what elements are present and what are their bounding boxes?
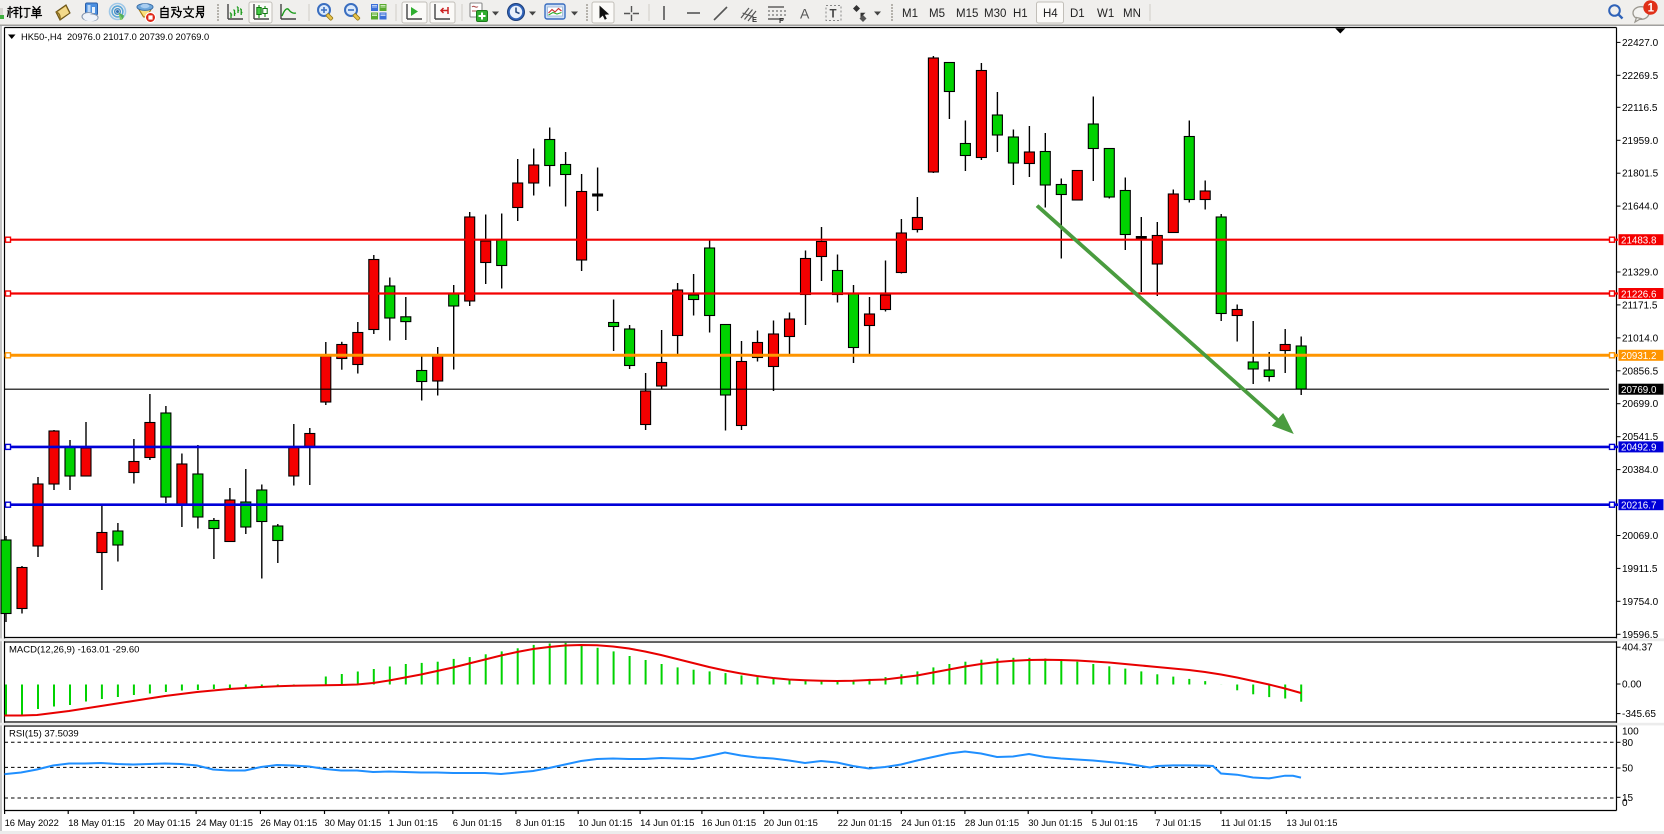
svg-text:19911.5: 19911.5 bbox=[1622, 564, 1658, 575]
svg-text:10 Jun 01:15: 10 Jun 01:15 bbox=[578, 817, 632, 828]
svg-text:13 Jul 01:15: 13 Jul 01:15 bbox=[1286, 817, 1337, 828]
svg-text:30 May 01:15: 30 May 01:15 bbox=[325, 817, 382, 828]
svg-text:20069.0: 20069.0 bbox=[1622, 531, 1659, 542]
svg-text:28 Jun 01:15: 28 Jun 01:15 bbox=[965, 817, 1019, 828]
svg-text:M30: M30 bbox=[984, 8, 1006, 20]
svg-text:20856.5: 20856.5 bbox=[1622, 366, 1659, 377]
svg-text:20384.0: 20384.0 bbox=[1622, 465, 1659, 476]
svg-text:14 Jun 01:15: 14 Jun 01:15 bbox=[640, 817, 694, 828]
svg-text:30 Jun 01:15: 30 Jun 01:15 bbox=[1028, 817, 1082, 828]
svg-text:22116.5: 22116.5 bbox=[1622, 103, 1658, 114]
svg-text:19596.5: 19596.5 bbox=[1622, 630, 1659, 641]
svg-text:E: E bbox=[752, 15, 757, 24]
svg-text:-345.65: -345.65 bbox=[1622, 709, 1656, 720]
svg-text:0.00: 0.00 bbox=[1622, 680, 1642, 691]
svg-text:21329.0: 21329.0 bbox=[1622, 268, 1659, 279]
svg-text:21483.8: 21483.8 bbox=[1621, 236, 1657, 247]
svg-text:20699.0: 20699.0 bbox=[1622, 399, 1659, 410]
svg-text:22269.5: 22269.5 bbox=[1622, 71, 1659, 82]
svg-text:HK50-,H4 20976.0 21017.0 2073: HK50-,H4 20976.0 21017.0 20739.0 20769.0 bbox=[21, 32, 209, 42]
svg-text:H4: H4 bbox=[1043, 8, 1058, 20]
svg-text:1: 1 bbox=[1648, 3, 1655, 15]
svg-text:RSI(15) 37.5039: RSI(15) 37.5039 bbox=[9, 729, 79, 740]
svg-text:16 Jun 01:15: 16 Jun 01:15 bbox=[702, 817, 756, 828]
svg-text:MACD(12,26,9) -163.01 -29.60: MACD(12,26,9) -163.01 -29.60 bbox=[9, 645, 139, 656]
svg-text:H1: H1 bbox=[1013, 8, 1028, 20]
svg-text:20769.0: 20769.0 bbox=[1621, 385, 1657, 396]
svg-text:50: 50 bbox=[1622, 764, 1634, 775]
svg-text:A: A bbox=[800, 6, 810, 22]
svg-text:8 Jun 01:15: 8 Jun 01:15 bbox=[516, 817, 565, 828]
svg-text:F: F bbox=[779, 16, 784, 25]
svg-text:D1: D1 bbox=[1070, 8, 1085, 20]
svg-text:MN: MN bbox=[1123, 8, 1141, 20]
svg-text:22 Jun 01:15: 22 Jun 01:15 bbox=[838, 817, 892, 828]
svg-text:80: 80 bbox=[1622, 738, 1634, 749]
svg-text:1 Jun 01:15: 1 Jun 01:15 bbox=[389, 817, 438, 828]
svg-text:15: 15 bbox=[1622, 793, 1634, 804]
svg-text:20 May 01:15: 20 May 01:15 bbox=[134, 817, 191, 828]
svg-text:21171.5: 21171.5 bbox=[1622, 300, 1658, 311]
svg-text:11 Jul 01:15: 11 Jul 01:15 bbox=[1221, 817, 1271, 828]
svg-text:0: 0 bbox=[1622, 798, 1628, 809]
svg-text:21959.0: 21959.0 bbox=[1622, 136, 1659, 147]
svg-text:100: 100 bbox=[1622, 727, 1639, 738]
svg-text:404.37: 404.37 bbox=[1622, 643, 1653, 654]
svg-text:7 Jul 01:15: 7 Jul 01:15 bbox=[1155, 817, 1201, 828]
svg-text:20 Jun 01:15: 20 Jun 01:15 bbox=[764, 817, 818, 828]
svg-text:20931.2: 20931.2 bbox=[1621, 351, 1656, 362]
svg-text:5 Jul 01:15: 5 Jul 01:15 bbox=[1092, 817, 1138, 828]
svg-text:M1: M1 bbox=[902, 8, 918, 20]
svg-text:21644.0: 21644.0 bbox=[1622, 202, 1659, 213]
svg-text:21226.6: 21226.6 bbox=[1621, 289, 1657, 300]
svg-text:21014.0: 21014.0 bbox=[1622, 333, 1659, 344]
svg-text:24 May 01:15: 24 May 01:15 bbox=[196, 817, 253, 828]
svg-text:22427.0: 22427.0 bbox=[1622, 38, 1659, 49]
svg-text:21801.5: 21801.5 bbox=[1622, 169, 1659, 180]
svg-text:M5: M5 bbox=[929, 8, 945, 20]
svg-text:18 May 01:15: 18 May 01:15 bbox=[68, 817, 125, 828]
svg-text:20541.5: 20541.5 bbox=[1622, 432, 1659, 443]
svg-text:M15: M15 bbox=[956, 8, 978, 20]
svg-text:20216.7: 20216.7 bbox=[1621, 501, 1656, 512]
svg-text:20492.9: 20492.9 bbox=[1621, 443, 1656, 454]
svg-text:19754.0: 19754.0 bbox=[1622, 597, 1659, 608]
svg-text:24 Jun 01:15: 24 Jun 01:15 bbox=[901, 817, 955, 828]
svg-text:W1: W1 bbox=[1097, 8, 1114, 20]
svg-text:16 May 2022: 16 May 2022 bbox=[5, 817, 59, 828]
svg-text:6 Jun 01:15: 6 Jun 01:15 bbox=[453, 817, 502, 828]
svg-text:26 May 01:15: 26 May 01:15 bbox=[260, 817, 317, 828]
svg-text:T: T bbox=[830, 9, 837, 21]
